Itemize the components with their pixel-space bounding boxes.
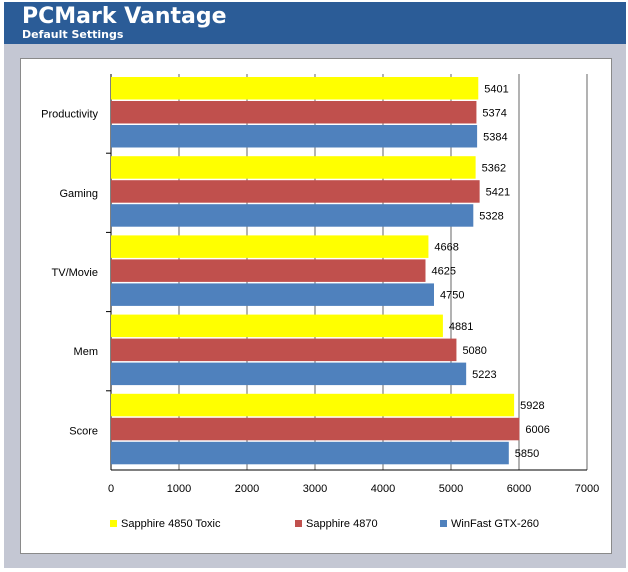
legend-swatch bbox=[110, 520, 117, 527]
bar bbox=[111, 180, 480, 203]
chart-title: PCMark Vantage bbox=[22, 4, 227, 29]
legend-item: Sapphire 4850 Toxic bbox=[110, 518, 220, 530]
data-label: 5384 bbox=[483, 131, 507, 143]
data-label: 5374 bbox=[482, 107, 506, 119]
data-label: 5850 bbox=[515, 448, 539, 460]
data-label: 4750 bbox=[440, 290, 464, 302]
bar bbox=[111, 235, 429, 258]
category-label: Productivity bbox=[41, 109, 98, 121]
bar bbox=[111, 393, 515, 417]
chart-subtitle: Default Settings bbox=[22, 28, 124, 41]
category-label: Score bbox=[69, 425, 98, 437]
x-tick-label: 5000 bbox=[439, 483, 463, 495]
bar bbox=[111, 314, 443, 338]
bar bbox=[111, 441, 509, 465]
legend-swatch bbox=[295, 520, 302, 527]
legend-label: Sapphire 4870 bbox=[306, 518, 378, 530]
category-label: Gaming bbox=[59, 188, 98, 200]
x-tick-label: 6000 bbox=[507, 483, 531, 495]
data-label: 4625 bbox=[432, 266, 456, 278]
x-tick-label: 0 bbox=[108, 483, 114, 495]
data-label: 4881 bbox=[449, 321, 473, 333]
bar bbox=[111, 283, 434, 306]
legend-item: Sapphire 4870 bbox=[295, 518, 378, 530]
data-label: 5223 bbox=[472, 369, 496, 381]
x-tick-label: 7000 bbox=[575, 483, 599, 495]
bar bbox=[111, 338, 457, 362]
bar bbox=[111, 362, 467, 386]
x-tick-label: 1000 bbox=[167, 483, 191, 495]
legend-label: WinFast GTX-260 bbox=[451, 518, 540, 530]
bar bbox=[111, 417, 520, 441]
data-label: 6006 bbox=[525, 424, 549, 436]
category-label: TV/Movie bbox=[52, 267, 98, 279]
bar bbox=[111, 101, 477, 124]
bar bbox=[111, 204, 474, 227]
data-label: 5328 bbox=[479, 210, 503, 222]
x-tick-label: 4000 bbox=[371, 483, 395, 495]
category-label: Mem bbox=[74, 346, 98, 358]
chart-header: PCMark Vantage Default Settings bbox=[4, 2, 626, 44]
x-tick-label: 3000 bbox=[303, 483, 327, 495]
data-label: 4668 bbox=[434, 242, 458, 254]
data-label: 5362 bbox=[482, 162, 506, 174]
data-label: 5080 bbox=[462, 345, 486, 357]
legend-item: WinFast GTX-260 bbox=[440, 518, 539, 530]
data-label: 5421 bbox=[486, 186, 510, 198]
bar bbox=[111, 156, 476, 179]
legend: Sapphire 4850 Toxic Sapphire 4870 WinFast … bbox=[110, 518, 590, 534]
x-tick-label: 2000 bbox=[235, 483, 259, 495]
bar bbox=[111, 77, 479, 100]
data-label: 5928 bbox=[520, 400, 544, 412]
legend-label: Sapphire 4850 Toxic bbox=[121, 518, 221, 530]
bar bbox=[111, 125, 478, 148]
legend-swatch bbox=[440, 520, 447, 527]
bar bbox=[111, 259, 426, 282]
data-label: 5401 bbox=[484, 83, 508, 95]
